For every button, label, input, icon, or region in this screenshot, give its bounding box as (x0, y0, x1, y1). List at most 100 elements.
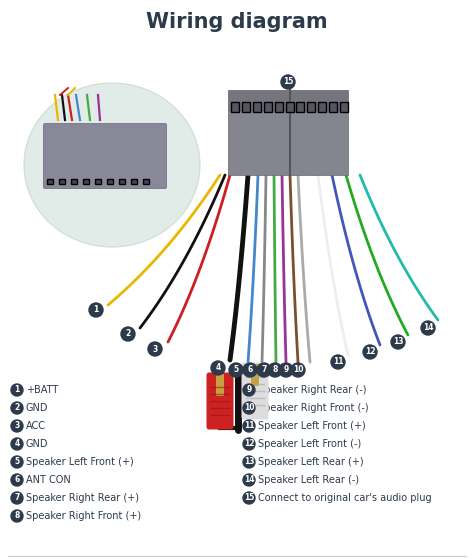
Text: Speaker Left Rear (-): Speaker Left Rear (-) (258, 475, 359, 485)
Text: Speaker Left Front (+): Speaker Left Front (+) (258, 421, 366, 431)
Circle shape (121, 327, 135, 341)
Text: 8: 8 (272, 366, 278, 375)
Text: 10: 10 (244, 404, 254, 413)
Text: 1: 1 (14, 386, 19, 395)
Text: 8: 8 (14, 511, 20, 520)
Text: 3: 3 (152, 344, 158, 353)
FancyBboxPatch shape (83, 179, 89, 184)
Text: Speaker Right Front (+): Speaker Right Front (+) (26, 511, 141, 521)
Circle shape (279, 363, 293, 377)
Text: 3: 3 (14, 421, 19, 430)
Text: 10: 10 (293, 366, 303, 375)
Ellipse shape (24, 83, 200, 247)
Circle shape (11, 438, 23, 450)
Text: 2: 2 (126, 329, 131, 339)
FancyBboxPatch shape (228, 110, 348, 175)
Text: 12: 12 (365, 348, 375, 357)
Text: Connect to original car's audio plug: Connect to original car's audio plug (258, 493, 432, 503)
Text: 12: 12 (244, 439, 254, 448)
Circle shape (11, 456, 23, 468)
FancyBboxPatch shape (119, 179, 125, 184)
Text: Speaker Right Front (-): Speaker Right Front (-) (258, 403, 369, 413)
Circle shape (229, 363, 243, 377)
Text: 1: 1 (93, 306, 99, 315)
Text: 7: 7 (14, 494, 20, 503)
FancyBboxPatch shape (143, 179, 149, 184)
Text: 4: 4 (14, 439, 19, 448)
Text: 15: 15 (283, 78, 293, 87)
FancyBboxPatch shape (264, 102, 272, 112)
FancyBboxPatch shape (275, 102, 283, 112)
Text: 13: 13 (244, 457, 254, 467)
Text: ACC: ACC (26, 421, 46, 431)
Circle shape (421, 321, 435, 335)
Text: Speaker Left Front (+): Speaker Left Front (+) (26, 457, 134, 467)
Circle shape (11, 492, 23, 504)
Text: 7: 7 (261, 366, 267, 375)
Circle shape (89, 303, 103, 317)
Circle shape (11, 474, 23, 486)
Text: 14: 14 (244, 476, 254, 485)
Circle shape (216, 375, 224, 383)
FancyBboxPatch shape (59, 179, 65, 184)
Text: 6: 6 (14, 476, 19, 485)
Text: 6: 6 (247, 366, 253, 375)
Text: 11: 11 (244, 421, 254, 430)
FancyBboxPatch shape (47, 179, 53, 184)
FancyBboxPatch shape (131, 179, 137, 184)
FancyBboxPatch shape (307, 102, 315, 112)
Text: Wiring diagram: Wiring diagram (146, 12, 328, 32)
FancyBboxPatch shape (95, 179, 101, 184)
Circle shape (243, 402, 255, 414)
Circle shape (251, 365, 259, 373)
FancyBboxPatch shape (318, 102, 326, 112)
FancyBboxPatch shape (329, 102, 337, 112)
Text: Speaker Right Rear (+): Speaker Right Rear (+) (26, 493, 139, 503)
Circle shape (281, 75, 295, 89)
Circle shape (243, 438, 255, 450)
Text: +BATT: +BATT (26, 385, 58, 395)
Text: Speaker Right Rear (-): Speaker Right Rear (-) (258, 385, 366, 395)
Text: 4: 4 (215, 363, 220, 372)
FancyBboxPatch shape (253, 102, 261, 112)
Text: ANT CON: ANT CON (26, 475, 71, 485)
Circle shape (331, 355, 345, 369)
Text: Speaker Left Front (-): Speaker Left Front (-) (258, 439, 361, 449)
Text: 13: 13 (393, 338, 403, 347)
Circle shape (243, 420, 255, 432)
FancyBboxPatch shape (251, 364, 259, 386)
FancyBboxPatch shape (286, 102, 294, 112)
Text: GND: GND (26, 439, 48, 449)
Circle shape (148, 342, 162, 356)
Circle shape (211, 361, 225, 375)
Text: 9: 9 (246, 386, 252, 395)
Circle shape (268, 363, 282, 377)
Text: Speaker Left Rear (+): Speaker Left Rear (+) (258, 457, 364, 467)
FancyBboxPatch shape (44, 124, 166, 188)
FancyBboxPatch shape (207, 372, 234, 429)
Circle shape (391, 335, 405, 349)
Circle shape (11, 420, 23, 432)
FancyBboxPatch shape (231, 102, 239, 112)
Circle shape (243, 492, 255, 504)
Text: 9: 9 (283, 366, 289, 375)
Text: 5: 5 (233, 366, 238, 375)
Text: GND: GND (26, 403, 48, 413)
Circle shape (257, 363, 271, 377)
Circle shape (243, 363, 257, 377)
Circle shape (291, 363, 305, 377)
Circle shape (11, 384, 23, 396)
FancyBboxPatch shape (296, 102, 304, 112)
Text: 15: 15 (244, 494, 254, 503)
FancyBboxPatch shape (107, 179, 113, 184)
FancyBboxPatch shape (228, 90, 348, 110)
Circle shape (363, 345, 377, 359)
Circle shape (243, 474, 255, 486)
Circle shape (11, 402, 23, 414)
FancyBboxPatch shape (242, 102, 250, 112)
Text: 11: 11 (333, 358, 343, 367)
FancyBboxPatch shape (71, 179, 77, 184)
Text: 5: 5 (14, 457, 19, 467)
FancyBboxPatch shape (216, 374, 224, 396)
Text: 2: 2 (14, 404, 19, 413)
